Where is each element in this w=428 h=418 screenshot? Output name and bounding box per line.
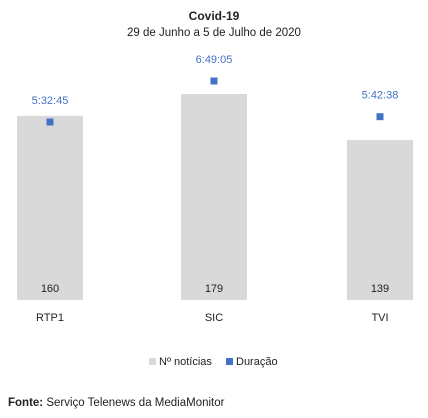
duration-marker: [376, 113, 384, 121]
bar-value-label: 139: [371, 283, 389, 295]
duration-marker: [210, 77, 218, 85]
legend: Nº notícias Duração: [149, 356, 278, 368]
category-label: TVI: [371, 312, 388, 324]
legend-label-bars: Nº notícias: [159, 356, 212, 368]
chart-title: Covid-19: [189, 9, 240, 23]
bar-sic: [181, 94, 247, 300]
duration-label: 5:42:38: [362, 90, 399, 102]
bar-tvi: [347, 140, 413, 300]
bar-value-label: 160: [41, 283, 59, 295]
legend-label-markers: Duração: [236, 356, 278, 368]
duration-label: 5:32:45: [32, 95, 69, 107]
chart-subtitle: 29 de Junho a 5 de Julho de 2020: [127, 27, 301, 39]
duration-label: 6:49:05: [196, 54, 233, 66]
plot-area: 160 RTP1 5:32:45 179 SIC 6:49:05 139 TVI 5:42:38: [17, 54, 413, 324]
bar-value-label: 179: [205, 283, 223, 295]
category-label: RTP1: [36, 312, 64, 324]
legend-swatch-markers: [226, 358, 233, 365]
duration-marker: [46, 118, 54, 126]
source-text: Serviço Telenews da MediaMonitor: [43, 397, 225, 409]
source-label: Fonte:: [8, 397, 44, 409]
bar-rtp1: [17, 115, 83, 300]
source-note: Fonte: Serviço Telenews da MediaMonitor: [8, 397, 224, 409]
legend-swatch-bars: [149, 358, 156, 365]
chart: Covid-19 29 de Junho a 5 de Julho de 202…: [17, 9, 413, 368]
category-label: SIC: [205, 312, 223, 324]
